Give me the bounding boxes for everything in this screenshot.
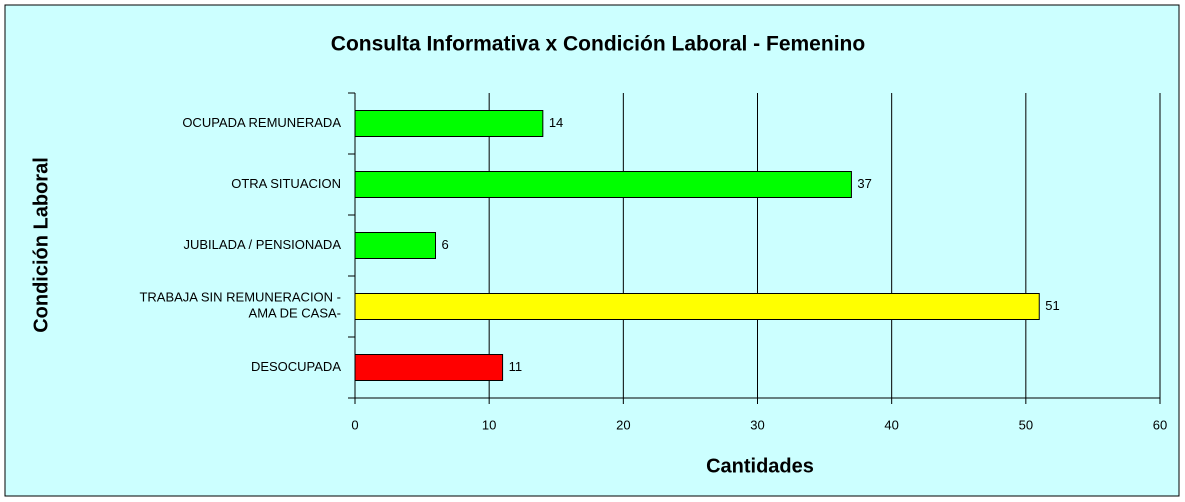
x-tick-label: 50	[1019, 417, 1033, 432]
y-tick-label: TRABAJA SIN REMUNERACION -AMA DE CASA-	[139, 290, 341, 321]
x-axis-label: Cantidades	[706, 455, 814, 477]
data-label: 51	[1045, 298, 1059, 313]
data-label: 14	[549, 115, 563, 130]
x-tick-label: 40	[884, 417, 898, 432]
data-label: 6	[442, 237, 449, 252]
y-tick-label: DESOCUPADA	[251, 359, 341, 374]
y-tick-label: JUBILADA / PENSIONADA	[184, 237, 342, 252]
x-tick-label: 10	[482, 417, 496, 432]
x-tick-label: 20	[616, 417, 630, 432]
data-label: 37	[857, 176, 871, 191]
y-tick-label: OCUPADA REMUNERADA	[182, 115, 341, 130]
bar	[354, 293, 1040, 320]
x-tick-label: 30	[750, 417, 764, 432]
chart-background	[4, 4, 1180, 497]
x-tick-label: 0	[351, 417, 358, 432]
chart-title: Consulta Informativa x Condición Laboral…	[331, 33, 865, 56]
bar	[354, 171, 852, 198]
data-label: 11	[509, 359, 523, 374]
y-tick-label: OTRA SITUACION	[231, 176, 341, 191]
x-tick-label: 60	[1153, 417, 1167, 432]
bar	[354, 110, 544, 137]
bar	[354, 354, 504, 381]
bar	[354, 232, 436, 259]
y-axis-label: Condición Laboral	[30, 157, 52, 333]
